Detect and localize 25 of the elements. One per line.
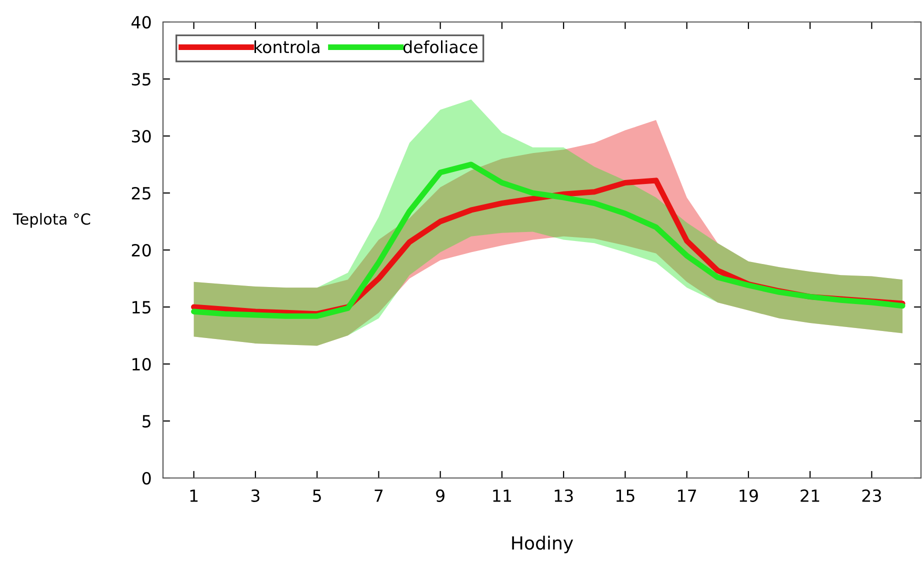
y-tick-label: 10 xyxy=(132,358,151,371)
legend-label: kontrola xyxy=(254,40,320,54)
x-tick-label: 1 xyxy=(190,490,198,502)
x-axis-title: Hodiny xyxy=(512,536,574,554)
x-tick-label: 19 xyxy=(740,489,758,502)
y-tick-label: 40 xyxy=(131,16,151,29)
x-tick-label: 7 xyxy=(374,490,383,502)
y-tick-label: 20 xyxy=(132,244,151,257)
x-tick-label: 3 xyxy=(251,489,260,502)
x-tick-label: 13 xyxy=(554,489,573,502)
x-tick-label: 9 xyxy=(436,489,444,502)
x-tick-label: 17 xyxy=(678,490,696,502)
y-tick-label: 15 xyxy=(132,301,150,314)
legend-label: defoliace xyxy=(403,40,478,54)
y-tick-label: 0 xyxy=(142,472,151,485)
y-tick-label: 5 xyxy=(142,415,150,428)
y-tick-label: 30 xyxy=(132,130,151,143)
y-tick-label: 35 xyxy=(132,72,150,86)
x-tick-label: 11 xyxy=(493,490,512,502)
x-tick-label: 21 xyxy=(800,489,820,502)
y-axis-title: Teplota °C xyxy=(12,212,90,228)
x-tick-label: 23 xyxy=(862,489,881,502)
y-tick-label: 25 xyxy=(132,186,150,200)
x-tick-label: 15 xyxy=(616,490,634,502)
x-tick-label: 5 xyxy=(313,490,321,502)
